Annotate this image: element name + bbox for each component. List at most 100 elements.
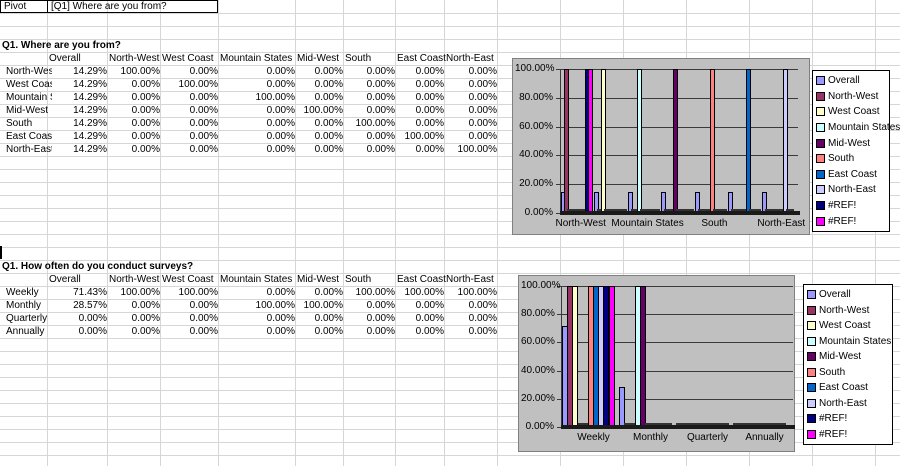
legend-item[interactable]: #REF! bbox=[807, 413, 889, 424]
table-cell[interactable]: 14.29% bbox=[73, 144, 107, 155]
table-cell[interactable]: 0.00% bbox=[266, 79, 295, 90]
chart-legend[interactable]: Overall North-West West Coast Mountain Stat… bbox=[803, 284, 893, 445]
table-cell[interactable]: 0.00% bbox=[415, 326, 444, 337]
legend-item[interactable]: East Coast bbox=[816, 169, 886, 180]
table-cell[interactable]: 0.00% bbox=[366, 92, 395, 103]
table-cell[interactable]: 0.00% bbox=[415, 79, 444, 90]
table-cell[interactable]: 0.00% bbox=[189, 144, 218, 155]
chart[interactable]: 100.00% 80.00% 60.00% 40.00% 20.00% 0.00% Week… bbox=[518, 275, 795, 452]
table-cell[interactable]: 0.00% bbox=[415, 118, 444, 129]
table-cell[interactable]: 0.00% bbox=[468, 92, 497, 103]
table-cell[interactable]: 0.00% bbox=[415, 66, 444, 77]
row-label[interactable]: North-East bbox=[6, 144, 52, 155]
table-cell[interactable]: 0.00% bbox=[131, 326, 160, 337]
table-cell[interactable]: 0.00% bbox=[189, 313, 218, 324]
table-cell[interactable]: 0.00% bbox=[314, 313, 343, 324]
chart-legend[interactable]: Overall North-West West Coast Mountain Stat… bbox=[812, 70, 900, 232]
table-cell[interactable]: 100.00% bbox=[404, 287, 444, 298]
table-cell[interactable]: 14.29% bbox=[73, 92, 107, 103]
table-cell[interactable]: 14.29% bbox=[73, 66, 107, 77]
legend-item[interactable]: North-East bbox=[816, 184, 886, 195]
table-cell[interactable]: 14.29% bbox=[73, 131, 107, 142]
table-cell[interactable]: 0.00% bbox=[266, 326, 295, 337]
column-header[interactable]: West Coast bbox=[162, 53, 214, 64]
table-cell[interactable]: 0.00% bbox=[131, 105, 160, 116]
column-header[interactable]: East Coast bbox=[397, 53, 446, 64]
table-cell[interactable]: 0.00% bbox=[468, 300, 497, 311]
column-header[interactable]: Mid-West bbox=[297, 53, 340, 64]
legend-item[interactable]: North-East bbox=[807, 398, 889, 409]
table-cell[interactable]: 0.00% bbox=[415, 105, 444, 116]
legend-item[interactable]: Mid-West bbox=[816, 138, 886, 149]
table-cell[interactable]: 100.00% bbox=[457, 144, 497, 155]
table-cell[interactable]: 0.00% bbox=[131, 79, 160, 90]
column-header[interactable]: Mountain States bbox=[220, 53, 293, 64]
table-cell[interactable]: 0.00% bbox=[131, 144, 160, 155]
chart[interactable]: 100.00% 80.00% 60.00% 40.00% 20.00% 0.00% Nort… bbox=[512, 58, 810, 235]
cell-pivot-question[interactable]: [Q1] Where are you from? bbox=[51, 1, 167, 12]
table-cell[interactable]: 100.00% bbox=[120, 66, 160, 77]
table-cell[interactable]: 71.43% bbox=[73, 287, 107, 298]
table-cell[interactable]: 100.00% bbox=[355, 287, 395, 298]
table-cell[interactable]: 0.00% bbox=[314, 66, 343, 77]
table-cell[interactable]: 0.00% bbox=[314, 118, 343, 129]
table-cell[interactable]: 0.00% bbox=[131, 118, 160, 129]
table-cell[interactable]: 0.00% bbox=[131, 92, 160, 103]
row-label[interactable]: Annually bbox=[6, 326, 45, 337]
column-header[interactable]: Overall bbox=[49, 274, 81, 285]
table-cell[interactable]: 0.00% bbox=[366, 326, 395, 337]
legend-item[interactable]: West Coast bbox=[816, 106, 886, 117]
table-cell[interactable]: 0.00% bbox=[366, 79, 395, 90]
row-label[interactable]: Mountain States bbox=[6, 92, 52, 103]
table-cell[interactable]: 0.00% bbox=[131, 313, 160, 324]
row-label[interactable]: West Coast bbox=[6, 79, 52, 90]
table-cell[interactable]: 0.00% bbox=[366, 300, 395, 311]
table-cell[interactable]: 0.00% bbox=[314, 79, 343, 90]
table-cell[interactable]: 0.00% bbox=[266, 118, 295, 129]
table-cell[interactable]: 0.00% bbox=[366, 66, 395, 77]
table-cell[interactable]: 0.00% bbox=[189, 118, 218, 129]
table-cell[interactable]: 100.00% bbox=[255, 92, 295, 103]
table-cell[interactable]: 0.00% bbox=[366, 144, 395, 155]
legend-item[interactable]: Overall bbox=[807, 289, 889, 300]
legend-item[interactable]: #REF! bbox=[816, 216, 886, 227]
row-label[interactable]: Weekly bbox=[6, 287, 39, 298]
table-cell[interactable]: 0.00% bbox=[415, 92, 444, 103]
table-cell[interactable]: 0.00% bbox=[468, 313, 497, 324]
legend-item[interactable]: Mountain States bbox=[816, 122, 900, 133]
table-cell[interactable]: 0.00% bbox=[266, 287, 295, 298]
table-cell[interactable]: 0.00% bbox=[131, 300, 160, 311]
legend-item[interactable]: Mid-West bbox=[807, 351, 889, 362]
column-header[interactable]: West Coast bbox=[162, 274, 214, 285]
table-cell[interactable]: 0.00% bbox=[366, 313, 395, 324]
table-cell[interactable]: 0.00% bbox=[189, 300, 218, 311]
row-label[interactable]: North-West bbox=[6, 66, 52, 77]
row-label[interactable]: East Coast bbox=[6, 131, 52, 142]
row-label[interactable]: Quarterly bbox=[6, 313, 48, 324]
column-header[interactable]: South bbox=[345, 274, 372, 285]
table-cell[interactable]: 0.00% bbox=[468, 79, 497, 90]
table-cell[interactable]: 0.00% bbox=[78, 313, 107, 324]
table-cell[interactable]: 100.00% bbox=[404, 131, 444, 142]
table-cell[interactable]: 0.00% bbox=[314, 326, 343, 337]
column-header[interactable]: East Coast bbox=[397, 274, 446, 285]
table-cell[interactable]: 0.00% bbox=[468, 118, 497, 129]
table-cell[interactable]: 0.00% bbox=[415, 313, 444, 324]
table-cell[interactable]: 100.00% bbox=[355, 118, 395, 129]
table-cell[interactable]: 14.29% bbox=[73, 118, 107, 129]
legend-item[interactable]: North-West bbox=[816, 91, 886, 102]
legend-item[interactable]: Overall bbox=[816, 75, 886, 86]
table-cell[interactable]: 100.00% bbox=[303, 105, 343, 116]
table-cell[interactable]: 0.00% bbox=[366, 131, 395, 142]
table-cell[interactable]: 0.00% bbox=[468, 131, 497, 142]
table-cell[interactable]: 0.00% bbox=[468, 326, 497, 337]
legend-item[interactable]: South bbox=[816, 153, 886, 164]
column-header[interactable]: South bbox=[345, 53, 372, 64]
legend-item[interactable]: East Coast bbox=[807, 382, 889, 393]
table-cell[interactable]: 0.00% bbox=[189, 131, 218, 142]
legend-item[interactable]: South bbox=[807, 367, 889, 378]
table-cell[interactable]: 0.00% bbox=[78, 326, 107, 337]
cell-pivot-label[interactable]: Pivot bbox=[4, 1, 27, 12]
table-cell[interactable]: 14.29% bbox=[73, 79, 107, 90]
table-cell[interactable]: 0.00% bbox=[314, 131, 343, 142]
